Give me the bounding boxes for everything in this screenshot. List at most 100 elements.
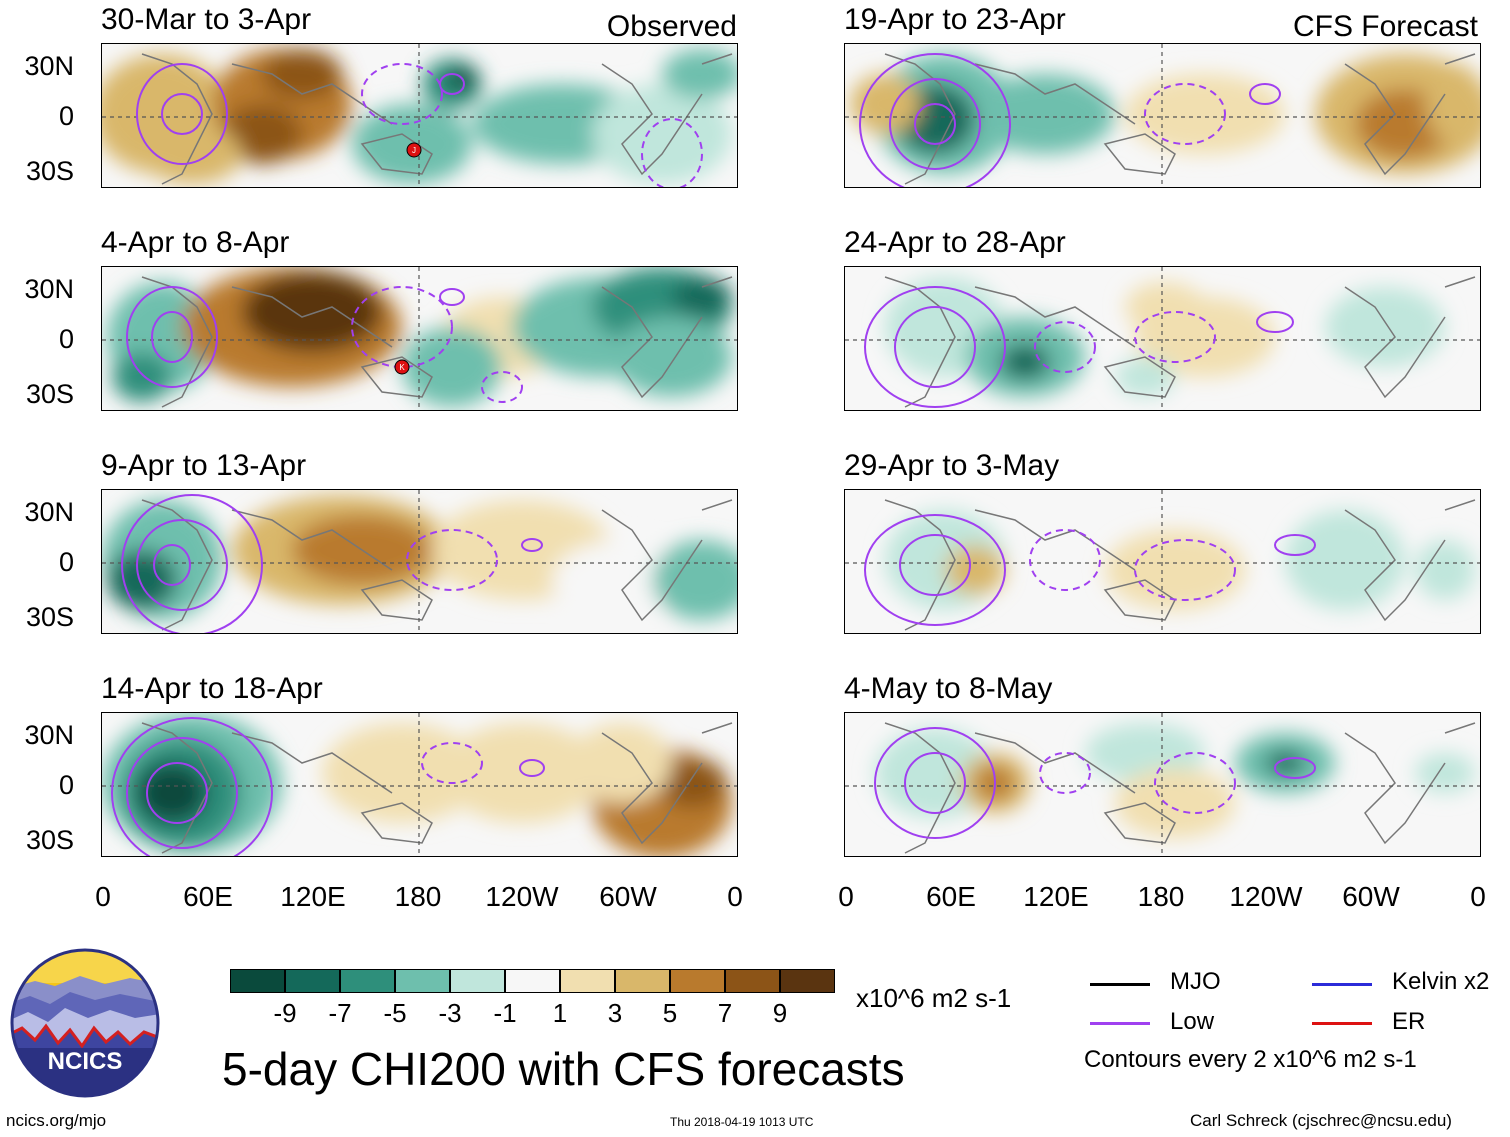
low-contour [889,78,981,170]
anomaly-region [975,74,1115,154]
x-tick-label: 0 [727,881,743,912]
anomaly-region [1125,74,1285,154]
low-contour [136,519,228,611]
y-tick-label: 0 [58,101,74,131]
colorbar-level-label: -9 [273,998,297,1028]
low-contour [1134,539,1236,601]
legend-er-label: ER [1392,1008,1426,1035]
map-svg [102,713,737,856]
low-contour [519,759,545,777]
y-tick-label: 0 [58,547,74,577]
anomaly-region [1125,282,1205,332]
legend-low-line [1090,1022,1150,1025]
anomaly-region [945,545,1005,595]
coastline [884,53,956,185]
map-svg [102,490,737,633]
x-tick-label: 120E [1023,881,1089,912]
low-contour [161,93,203,135]
map-svg [845,490,1480,633]
low-contour [904,752,966,814]
colorbar-swatch [725,969,780,993]
coastline [1103,579,1176,621]
panel-title: 19-Apr to 23-Apr [844,3,1066,36]
coastline [701,53,733,65]
low-contour [859,53,1011,187]
coastline [974,509,1136,571]
coastline [1103,133,1176,175]
coastline [701,499,733,511]
anomaly-region [657,758,727,808]
anomaly-region [222,104,302,164]
storm-marker: K [394,359,410,375]
map-svg [845,44,1480,187]
x-tick-label: 120W [485,881,559,912]
low-contour [1144,83,1226,145]
low-contour [1029,529,1101,591]
low-contour [421,742,483,784]
coastline [231,63,393,125]
main-title: 5-day CHI200 with CFS forecasts [222,1043,905,1095]
contour-note: Contours every 2 x10^6 m2 s-1 [1084,1046,1417,1073]
storm-marker-letter: K [399,363,405,372]
anomaly-region [572,723,672,803]
coastline [1344,63,1446,176]
low-contour [1274,534,1316,556]
coastline [601,509,703,622]
anomaly-region [1115,768,1235,838]
y-tick-label: 30S [25,602,74,632]
panel-title: 14-Apr to 18-Apr [101,672,323,705]
low-contour [894,306,976,388]
panel-title: 4-May to 8-May [844,672,1053,705]
colorbar-swatch [395,969,450,993]
low-contour [111,717,273,856]
coastline [1444,722,1476,734]
colorbar-swatch [780,969,835,993]
y-tick-label: 30S [25,825,74,855]
low-contour [439,73,465,95]
x-tick-label: 60W [599,881,657,912]
anomaly-region [662,49,737,99]
y-tick-label: 30N [24,720,74,750]
map-svg: J [102,44,737,187]
colorbar-level-label: -1 [493,998,517,1028]
storm-marker: J [406,142,422,158]
map-panel-forecast-4 [844,712,1481,857]
colorbar-level-label: 5 [662,998,678,1028]
map-svg [845,267,1480,410]
anomaly-region [107,550,177,610]
coastline [1444,53,1476,65]
legend-kelvin-line [1312,983,1372,986]
anomaly-region [1415,753,1475,793]
y-tick-label: 0 [58,770,74,800]
y-tick-label: 30S [25,156,74,186]
coastline [360,579,433,621]
legend-mjo-label: MJO [1170,968,1221,995]
coastline [1444,499,1476,511]
colorbar-swatch [615,969,670,993]
map-panel-forecast-3 [844,489,1481,634]
colorbar-level-label: 1 [552,998,568,1028]
colorbar-swatch [560,969,615,993]
panel-title: 24-Apr to 28-Apr [844,226,1066,259]
legend-mjo-line [1090,983,1150,986]
panel-title: 9-Apr to 13-Apr [101,449,307,482]
anomaly-region [112,352,172,402]
coastline [360,802,433,844]
low-contour [1256,311,1294,333]
colorbar-level-label: -5 [383,998,407,1028]
coastline [701,276,733,288]
low-contour [439,288,465,306]
colorbar-level-label: -3 [438,998,462,1028]
anomaly-region [1285,510,1405,610]
map-panel-forecast-1 [844,43,1481,188]
observed-header: Observed [606,10,737,43]
x-tick-label: 120W [1229,881,1303,912]
anomaly-region [262,49,342,99]
anomaly-region [1000,344,1050,380]
low-contour [361,63,443,125]
coastline [601,63,703,176]
low-contour [641,118,703,187]
map-svg: K [102,267,737,410]
anomaly-region [242,272,382,352]
coastline [1344,732,1446,845]
